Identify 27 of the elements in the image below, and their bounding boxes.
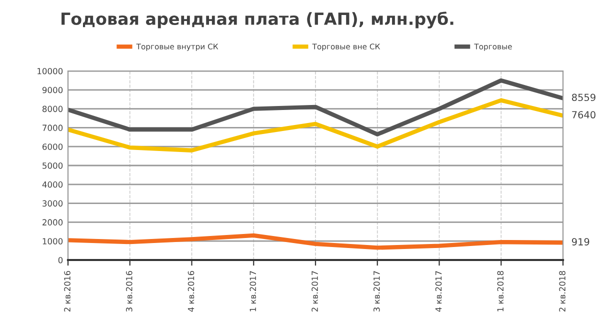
x-tick-label: 2 кв.2018: [559, 270, 566, 312]
data-label: 8559: [572, 94, 596, 102]
y-tick-label: 0: [58, 256, 63, 264]
x-tick-label: 4 кв.2016: [188, 270, 194, 312]
y-tick-label: 6000: [42, 144, 63, 150]
y-tick-label: 2000: [42, 219, 63, 226]
y-tick-label: 10000: [38, 68, 63, 74]
x-tick-label: 3 кв.2016: [126, 270, 132, 312]
y-tick-label: 9000: [42, 86, 63, 94]
x-tick-label: 3 кв.2017: [373, 271, 380, 312]
chart-title: Годовая арендная плата (ГАП), млн.руб.: [62, 12, 454, 28]
y-tick-label: 4000: [42, 181, 63, 188]
x-tick-label: 2 кв.2016: [64, 270, 70, 312]
line-series: [68, 78, 563, 136]
y-tick-label: 7000: [42, 124, 63, 131]
y-tick-label: 8000: [42, 106, 63, 112]
x-tick-label: 1 кв.2017: [250, 271, 256, 312]
data-label: 919: [572, 238, 590, 246]
y-tick-label: 3000: [42, 200, 63, 207]
x-tick-label: 4 кв.2017: [435, 271, 442, 312]
line-series: [68, 233, 563, 250]
data-label: 7640: [572, 111, 596, 118]
x-tick-label: 1 кв.2018: [497, 270, 504, 312]
y-tick-label: 5000: [42, 162, 63, 169]
y-tick-label: 1000: [42, 238, 63, 244]
line-series: [68, 98, 563, 152]
x-tick-label: 2 кв.2017: [312, 271, 318, 312]
